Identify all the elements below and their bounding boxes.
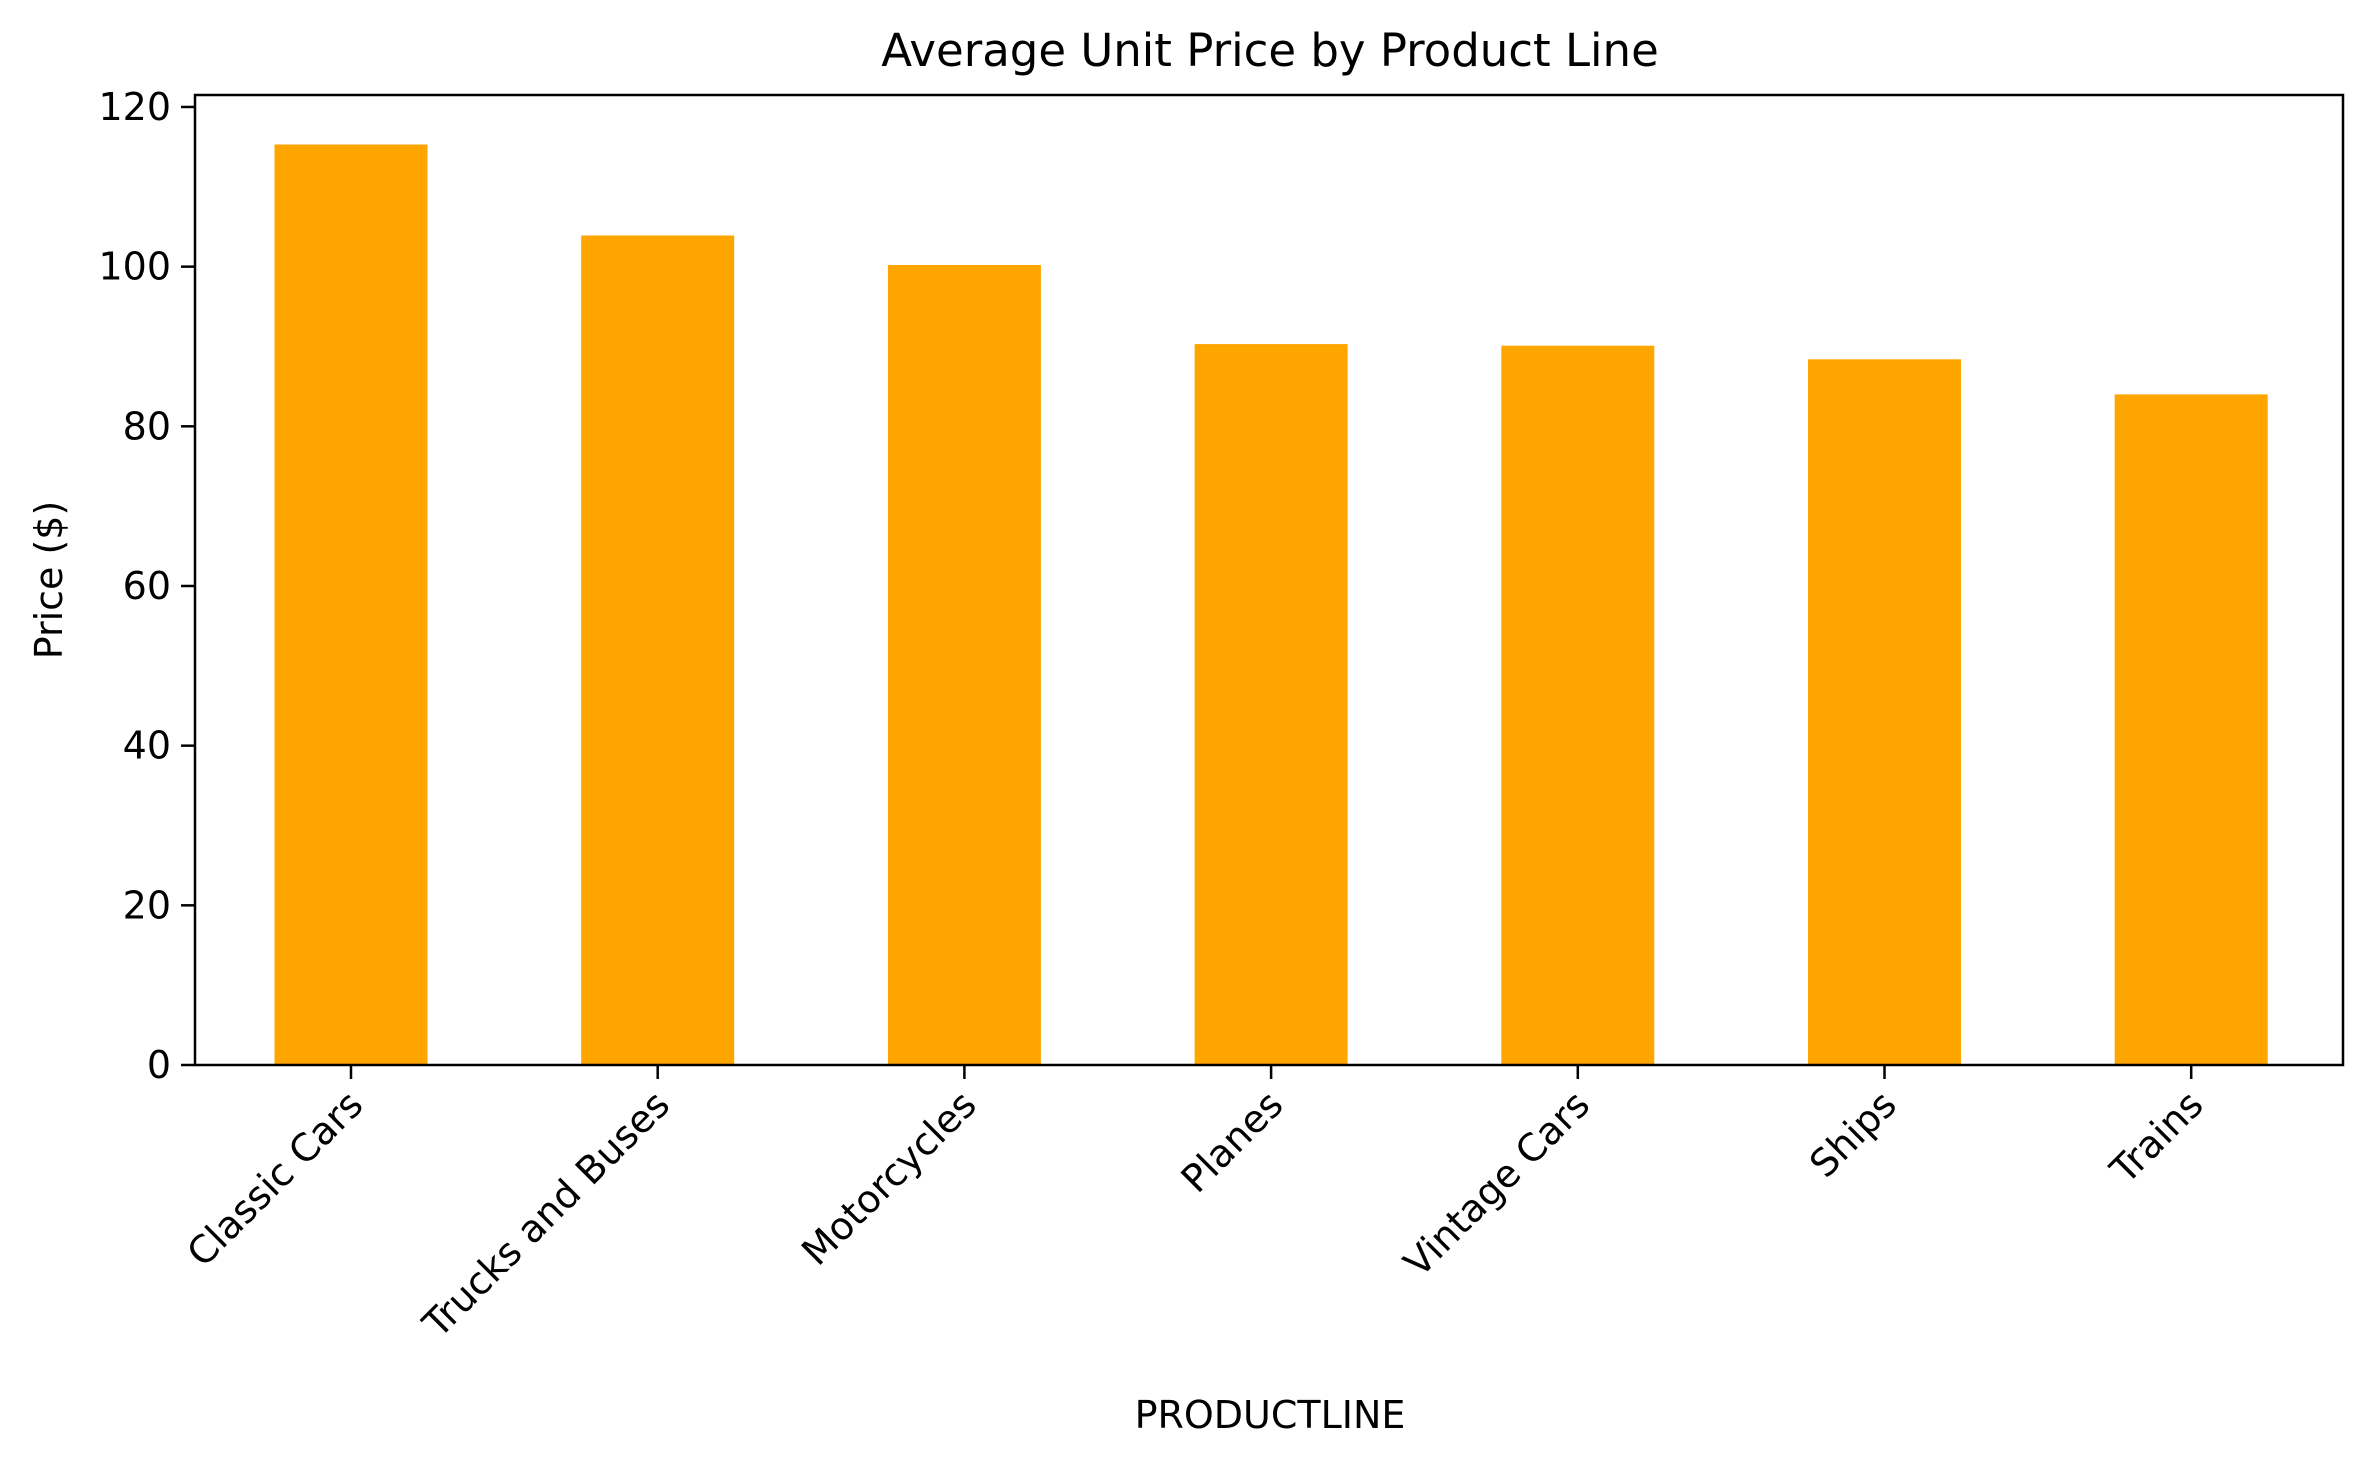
- y-tick-label: 120: [98, 85, 171, 129]
- bar-group: [274, 144, 2268, 1066]
- chart-title: Average Unit Price by Product Line: [881, 24, 1659, 77]
- x-axis-label: PRODUCTLINE: [1135, 1393, 1406, 1437]
- bar-vintage-cars: [1501, 345, 1655, 1065]
- plot-frame: [193, 93, 2345, 1067]
- y-tick-label: 80: [123, 404, 171, 448]
- bar-ships: [1808, 359, 1961, 1065]
- y-axis-label: Price ($): [27, 501, 71, 660]
- bar-trains: [2114, 394, 2268, 1065]
- y-tick-label: 20: [123, 883, 171, 927]
- y-tick-label: 0: [147, 1043, 171, 1087]
- bar-classic-cars: [274, 144, 428, 1065]
- y-tick-label: 100: [98, 245, 171, 289]
- bar-motorcycles: [887, 265, 1041, 1065]
- y-tick-label: 40: [123, 724, 171, 768]
- bar-trucks-and-buses: [581, 235, 735, 1065]
- y-axis-ticks: 0 20 40 60 80 100 120: [98, 85, 195, 1087]
- y-tick-label: 60: [123, 564, 171, 608]
- bar-planes: [1194, 344, 1348, 1066]
